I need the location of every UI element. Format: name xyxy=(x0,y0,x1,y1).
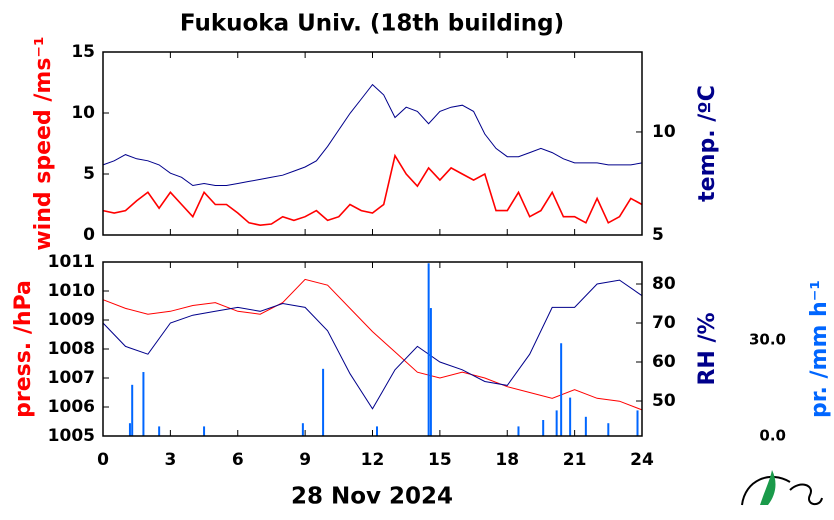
y2-tick-label: 50 xyxy=(652,391,676,411)
bar xyxy=(555,410,558,436)
y-tick-label: 10 xyxy=(71,103,95,123)
y2-axis-label: RH /% xyxy=(695,312,720,385)
x-tick-label: 6 xyxy=(232,450,244,470)
bar xyxy=(636,410,639,436)
bar xyxy=(322,368,325,436)
bar xyxy=(607,423,610,436)
bar xyxy=(569,397,572,436)
x-tick-label: 24 xyxy=(630,450,654,470)
x-tick-label: 15 xyxy=(428,450,452,470)
y-tick-label: 1005 xyxy=(48,426,95,446)
bar xyxy=(128,423,131,436)
logo xyxy=(741,470,823,506)
y-tick-label: 1011 xyxy=(48,252,95,272)
bar xyxy=(560,343,563,436)
x-tick-label: 12 xyxy=(361,450,385,470)
line xyxy=(102,279,643,410)
x-axis-label: 28 Nov 2024 xyxy=(291,484,453,510)
y-tick-label: 1009 xyxy=(48,310,95,330)
bar xyxy=(142,372,145,436)
y3-tick-label: 30.0 xyxy=(749,331,786,349)
line xyxy=(102,83,643,187)
y-axis-label: press. /hPa xyxy=(11,280,36,418)
y2-tick-label: 60 xyxy=(652,352,676,372)
y2-tick-label: 10 xyxy=(652,122,676,142)
bar xyxy=(429,308,432,436)
y-tick-label: 15 xyxy=(71,42,95,62)
bar xyxy=(427,263,430,436)
bar xyxy=(584,416,587,436)
y-tick-label: 5 xyxy=(83,164,95,184)
y2-tick-label: 80 xyxy=(652,274,676,294)
x-tick-label: 9 xyxy=(299,450,311,470)
y-tick-label: 0 xyxy=(83,225,95,245)
y3-tick-label: 0.0 xyxy=(759,427,786,445)
y3-axis-label: pr. /mm h⁻¹ xyxy=(807,280,832,418)
x-tick-label: 3 xyxy=(164,450,176,470)
bar xyxy=(375,426,378,436)
bar xyxy=(131,384,134,436)
y2-axis-label: temp. /ºC xyxy=(695,85,720,202)
y-tick-label: 1007 xyxy=(48,368,95,388)
chart-title: Fukuoka Univ. (18th building) xyxy=(180,11,564,37)
bar xyxy=(203,426,206,436)
y-tick-label: 1010 xyxy=(48,281,95,301)
y-axis-label: wind speed /ms⁻¹ xyxy=(31,36,56,250)
line xyxy=(102,153,643,227)
y2-tick-label: 5 xyxy=(652,225,664,245)
x-tick-label: 21 xyxy=(563,450,587,470)
y-tick-label: 1006 xyxy=(48,397,95,417)
bar xyxy=(542,420,545,436)
line xyxy=(102,278,643,411)
y-tick-label: 1008 xyxy=(48,339,95,359)
y2-tick-label: 70 xyxy=(652,313,676,333)
bar xyxy=(301,423,304,436)
x-tick-label: 18 xyxy=(495,450,519,470)
bar xyxy=(517,426,520,436)
x-tick-label: 0 xyxy=(97,450,109,470)
bar xyxy=(158,426,161,436)
